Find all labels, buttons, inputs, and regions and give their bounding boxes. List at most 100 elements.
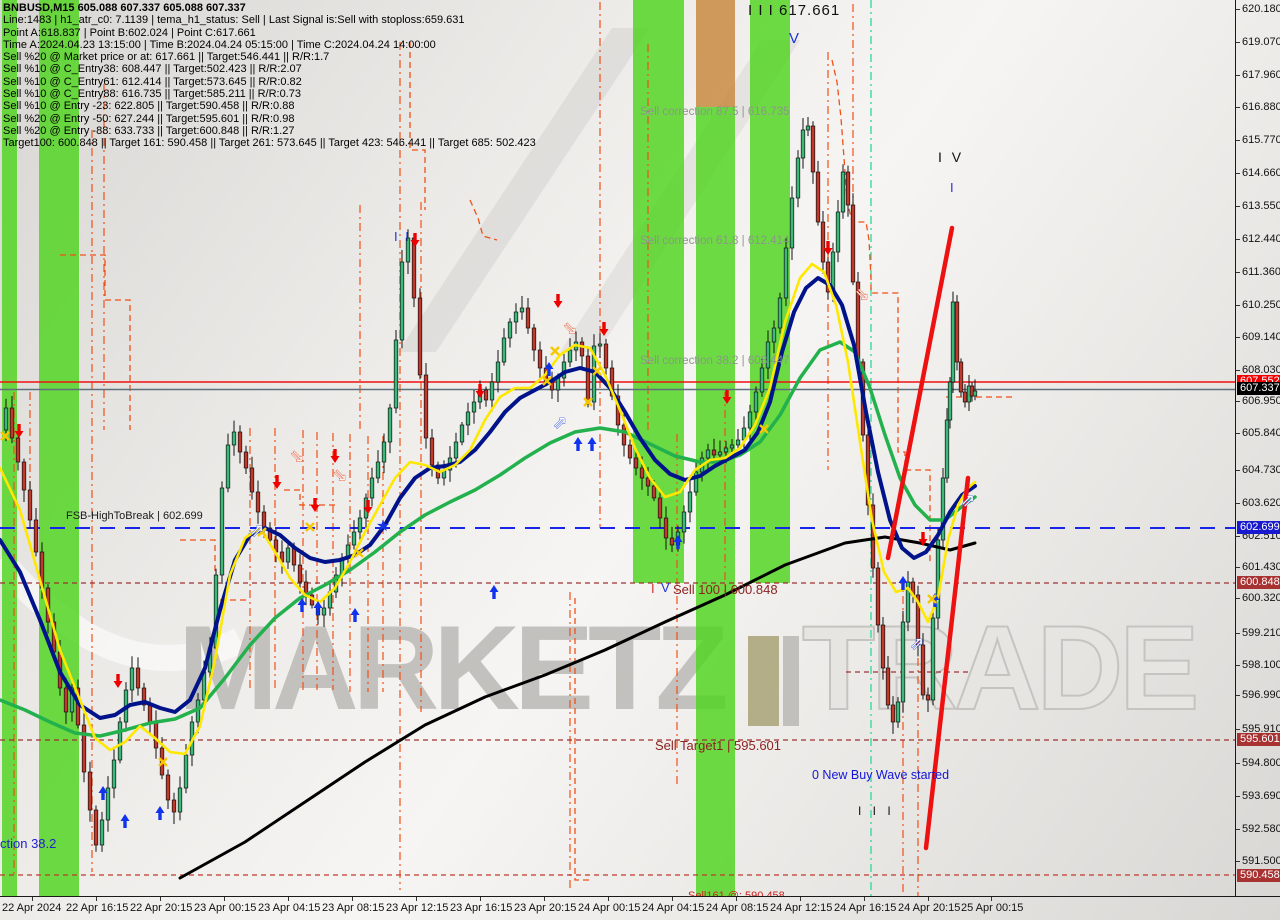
bear-candle <box>297 564 303 583</box>
bear-candle <box>579 341 585 357</box>
sell-arrow-icon <box>918 539 928 546</box>
blue-star-icon: ★ <box>376 518 390 535</box>
bear-candle <box>651 485 657 499</box>
indicator-info-block: BNBUSD,M15 605.088 607.337 605.088 607.3… <box>3 2 536 150</box>
bear-candle <box>585 355 591 403</box>
price-tick-mark <box>1236 567 1240 568</box>
time-tick-mark <box>800 897 801 901</box>
candlestick-chart-canvas[interactable]: ⇘ ⇘ ⇘ ⇘ ⇗ ⇗ ⇗ ⇗ ★ <box>0 0 1235 896</box>
time-tick-label: 25 Apr 00:15 <box>961 902 1024 914</box>
sell-arrow-icon <box>310 505 320 512</box>
bear-candle <box>9 407 15 439</box>
sell-arrow-icon <box>410 240 420 247</box>
bear-candle <box>429 437 435 466</box>
info-line: BNBUSD,M15 605.088 607.337 605.088 607.3… <box>3 2 246 14</box>
bull-candle <box>895 701 901 723</box>
bull-candle <box>465 411 471 426</box>
bear-candle <box>93 809 99 846</box>
bull-candle <box>729 444 735 449</box>
price-tick-mark <box>1236 272 1240 273</box>
price-tick-mark <box>1236 433 1240 434</box>
bull-candle <box>735 439 741 446</box>
time-tick-mark <box>416 897 417 901</box>
bull-candle <box>285 547 291 563</box>
bull-candle <box>717 451 723 456</box>
bull-candle <box>219 487 225 576</box>
time-axis[interactable]: 22 Apr 2024 22 Apr 16:15 22 Apr 20:15 23 Ap… <box>0 896 1280 920</box>
time-tick-label: 22 Apr 2024 <box>2 902 62 914</box>
bull-candle <box>453 441 459 459</box>
ma-yellow-fast <box>0 262 977 756</box>
price-tick-mark <box>1236 633 1240 634</box>
price-tick-label: 605.840 <box>1242 427 1280 439</box>
price-tick-label: 604.730 <box>1242 464 1280 476</box>
bull-candle <box>747 411 753 429</box>
bear-candle <box>639 467 645 479</box>
sell-arrow-icon <box>363 507 373 514</box>
green-session-band <box>696 107 735 896</box>
bear-candle <box>417 297 423 376</box>
buy-arrow-icon <box>120 814 130 821</box>
time-tick-mark <box>288 897 289 901</box>
hollow-sell-arrow-icon: ⇘ <box>855 285 869 304</box>
bull-candle <box>840 171 846 213</box>
bull-candle <box>940 477 946 541</box>
price-tick-mark <box>1236 206 1240 207</box>
price-tick-label: 592.580 <box>1242 823 1280 835</box>
price-tick-mark <box>1236 763 1240 764</box>
price-tick-mark <box>1236 370 1240 371</box>
time-tick-mark <box>672 897 673 901</box>
price-tick-mark <box>1236 75 1240 76</box>
bear-candle <box>135 667 141 689</box>
bull-candle <box>387 407 393 443</box>
supertrend-line <box>180 539 250 601</box>
price-tick-mark <box>1236 729 1240 730</box>
chart-plot-area[interactable]: MARKETZ TRADE ⇘ ⇘ ⇘ ⇘ ⇗ ⇗ ⇗ ⇗ ★ BNBUSD,M15 605.0… <box>0 0 1235 896</box>
price-tick-label: 617.960 <box>1242 69 1280 81</box>
bull-candle <box>795 157 801 199</box>
bear-candle <box>165 774 171 801</box>
time-tick-mark <box>544 897 545 901</box>
bear-candle <box>925 694 931 701</box>
price-tick-mark <box>1236 107 1240 108</box>
bull-candle <box>3 407 9 431</box>
price-level-badge: 595.601 <box>1237 733 1280 746</box>
bear-candle <box>81 724 87 773</box>
price-axis[interactable]: 620.180 619.070 617.960 616.880 615.770 614.6… <box>1235 0 1280 896</box>
bull-candle <box>947 381 953 421</box>
yellow-x-icon <box>158 757 168 767</box>
hollow-buy-arrow-icon: ⇗ <box>250 521 264 540</box>
time-tick-label: 24 Apr 12:15 <box>770 902 833 914</box>
bear-candle <box>63 687 69 713</box>
price-level-badge: 590.458 <box>1237 869 1280 882</box>
sell-arrow-icon <box>330 456 340 463</box>
price-tick-mark <box>1236 503 1240 504</box>
bear-candle <box>865 434 871 506</box>
sell-arrow-icon <box>113 681 123 688</box>
yellow-x-icon <box>257 527 267 537</box>
time-tick-label: 23 Apr 12:15 <box>386 902 449 914</box>
bull-candle <box>681 511 687 533</box>
price-tick-mark <box>1236 9 1240 10</box>
bull-candle <box>972 390 978 397</box>
info-line: Sell %10 @ C_Entry88: 616.735 || Target:… <box>3 88 301 101</box>
bull-candle <box>944 419 950 479</box>
bear-candle <box>962 391 968 403</box>
price-tick-label: 611.360 <box>1242 266 1280 278</box>
sell-arrow-icon <box>475 391 485 398</box>
bull-candle <box>935 539 941 619</box>
green-session-band <box>2 0 17 896</box>
sell-arrow-icon <box>553 301 563 308</box>
sell-arrow-icon <box>722 397 732 404</box>
bull-candle <box>723 447 729 453</box>
bull-candle <box>513 311 519 323</box>
time-tick-label: 24 Apr 20:15 <box>898 902 961 914</box>
sell-arrow-icon <box>599 329 609 336</box>
bull-candle <box>765 341 771 369</box>
bull-candle <box>835 211 841 253</box>
green-session-band <box>39 0 79 896</box>
ma-black-slow <box>178 535 977 880</box>
bear-candle <box>875 567 881 626</box>
bear-candle <box>153 721 159 749</box>
bear-candle <box>920 644 926 696</box>
